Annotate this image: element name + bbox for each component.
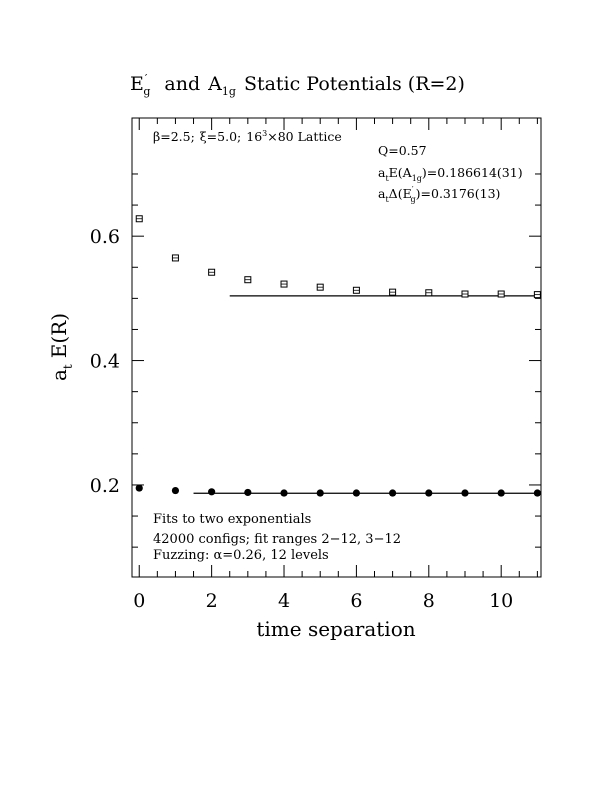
title-e: E <box>130 73 144 95</box>
q-value: Q=0.57 <box>378 143 427 158</box>
title-a: A <box>207 73 222 95</box>
ground-state-point <box>208 488 216 496</box>
gap-annotation: atΔ(E′ g)=0.3176(13) <box>378 185 500 204</box>
y-tick-label: 0.6 <box>90 226 120 248</box>
ground-state-point <box>171 486 180 495</box>
plot-frame <box>131 117 542 578</box>
ground-state-point <box>533 489 541 497</box>
lattice-exp: 3 <box>262 129 267 138</box>
ground-state-point <box>461 489 469 497</box>
tick-marks <box>132 118 541 577</box>
xi-value: ξ=5.0; <box>200 129 241 144</box>
fuzzing-description: Fuzzing: α=0.26, 12 levels <box>153 548 329 563</box>
ground-state-point <box>497 489 505 497</box>
lattice-annotation: β=2.5; ξ=5.0; 163×80 Lattice <box>153 129 342 144</box>
x-tick-label: 2 <box>206 590 218 612</box>
ground-state-point <box>244 488 252 497</box>
y-axis-label: at E(R) <box>47 313 75 381</box>
lattice-rest: ×80 Lattice <box>267 129 342 144</box>
x-tick-label: 0 <box>133 590 145 612</box>
title-e-sub: g <box>143 85 150 98</box>
x-tick-label: 6 <box>350 590 362 612</box>
lattice-size: 16 <box>246 129 262 144</box>
ground-state-point <box>389 489 397 497</box>
y-tick-label: 0.4 <box>90 351 120 373</box>
config-description: 42000 configs; fit ranges 2−12, 3−12 <box>153 532 401 547</box>
ground-state-point <box>135 484 143 492</box>
fit-description: Fits to two exponentials <box>153 512 311 527</box>
fit-lines <box>193 295 541 494</box>
ground-energy-annotation: atE(A1g)=0.186614(31) <box>378 165 523 183</box>
chart-title: E′ g and A1g Static Potentials (R=2) <box>130 72 465 98</box>
y-label-a: a <box>47 369 71 381</box>
ground-state-point <box>280 489 288 497</box>
title-e-prime: ′ <box>145 72 148 85</box>
y-tick-label: 0.2 <box>90 475 120 497</box>
ground-state-point <box>316 489 324 497</box>
y-label-rest: E(R) <box>47 313 71 358</box>
beta-value: β=2.5; <box>153 129 195 144</box>
x-tick-label: 10 <box>489 590 513 612</box>
x-axis-label: time separation <box>256 617 415 641</box>
ground-state-point <box>352 489 361 497</box>
x-tick-label: 4 <box>278 590 290 612</box>
title-a-sub: 1g <box>222 85 236 98</box>
ground-state-point <box>425 489 433 497</box>
data-points <box>135 215 541 497</box>
title-rest: Static Potentials (R=2) <box>244 73 465 95</box>
y-label-sub: t <box>61 364 75 369</box>
x-tick-label: 8 <box>423 590 435 612</box>
tick-labels: 0 2 4 6 8 10 0.2 0.4 0.6 <box>90 226 513 612</box>
title-and: and <box>164 73 200 95</box>
